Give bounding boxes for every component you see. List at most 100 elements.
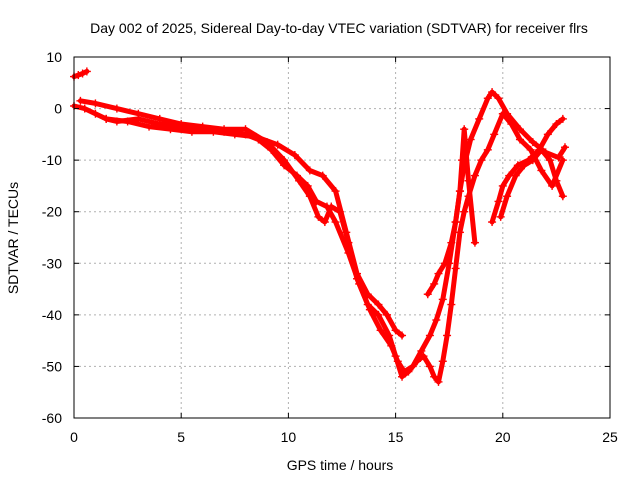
data-point	[458, 156, 467, 165]
x-tick-label: 0	[70, 429, 78, 445]
data-point	[425, 362, 434, 371]
data-point	[440, 259, 449, 268]
data-point	[496, 212, 505, 221]
data-point	[327, 202, 336, 211]
data-point	[198, 122, 207, 131]
series-arc-early-high	[70, 67, 91, 81]
data-point	[82, 67, 91, 76]
data-point	[252, 132, 261, 141]
data-point	[460, 125, 469, 134]
data-point	[430, 279, 439, 288]
x-tick-label: 15	[388, 429, 404, 445]
data-point	[280, 156, 289, 165]
data-point	[398, 372, 407, 381]
data-point	[515, 135, 524, 144]
y-tick-label: -60	[42, 410, 62, 426]
data-point	[447, 238, 456, 247]
x-tick-label: 10	[281, 429, 297, 445]
data-point	[398, 331, 407, 340]
data-point	[423, 290, 432, 299]
series-arc-2	[76, 96, 567, 386]
data-point	[552, 176, 561, 185]
data-point	[498, 181, 507, 190]
data-point	[209, 127, 218, 136]
data-point	[241, 125, 250, 134]
data-point	[331, 218, 340, 227]
data-point	[558, 192, 567, 201]
data-point	[314, 212, 323, 221]
data-point	[363, 300, 372, 309]
plot-frame	[73, 56, 611, 419]
data-point	[187, 127, 196, 136]
data-point	[425, 331, 434, 340]
data-point	[295, 176, 304, 185]
data-point	[451, 218, 460, 227]
data-point	[455, 187, 464, 196]
data-point	[490, 130, 499, 139]
data-point	[391, 326, 400, 335]
data-point	[483, 94, 492, 103]
data-point	[447, 300, 456, 309]
data-point	[155, 114, 164, 123]
data-point	[488, 218, 497, 227]
data-point	[560, 143, 569, 152]
data-point	[554, 153, 563, 162]
data-point	[558, 156, 567, 165]
data-point	[464, 176, 473, 185]
data-point	[80, 104, 89, 113]
series-arc-4	[423, 125, 479, 299]
data-point	[483, 145, 492, 154]
data-point	[434, 377, 443, 386]
data-point	[134, 109, 143, 118]
data-point	[528, 156, 537, 165]
data-point	[507, 120, 516, 129]
data-point	[112, 104, 121, 113]
data-point	[488, 88, 497, 97]
data-point	[498, 109, 507, 118]
data-point	[432, 316, 441, 325]
data-point	[374, 310, 383, 319]
data-point	[438, 295, 447, 304]
data-point	[419, 352, 428, 361]
data-point	[470, 238, 479, 247]
data-point	[290, 150, 299, 159]
data-point	[376, 326, 385, 335]
data-point	[166, 125, 175, 134]
y-tick-label: 10	[46, 49, 62, 65]
data-point	[320, 218, 329, 227]
y-tick-label: -30	[42, 255, 62, 271]
data-point	[494, 94, 503, 103]
data-point	[430, 372, 439, 381]
data-point	[434, 269, 443, 278]
series-line	[103, 116, 405, 338]
data-point	[475, 114, 484, 123]
y-tick-label: -10	[42, 152, 62, 168]
x-tick-label: 25	[602, 429, 618, 445]
data-point	[305, 166, 314, 175]
data-point	[417, 346, 426, 355]
tick-layer: 0 5 10 15 20 25 -60 -50 -40 -30 -20 -10 0 10	[42, 49, 618, 445]
chart-title: Day 002 of 2025, Sidereal Day-to-day VTE…	[90, 20, 588, 36]
data-point	[385, 331, 394, 340]
data-point	[545, 156, 554, 165]
data-point	[413, 357, 422, 366]
data-point	[443, 331, 452, 340]
data-point	[230, 130, 239, 139]
data-point	[305, 192, 314, 201]
data-point	[145, 122, 154, 131]
series-line	[71, 68, 90, 80]
data-point	[477, 156, 486, 165]
series-arc-6	[496, 145, 567, 221]
data-point	[537, 166, 546, 175]
data-point	[91, 99, 100, 108]
data-point	[78, 69, 87, 78]
data-point	[548, 181, 557, 190]
series-line	[489, 116, 566, 225]
data-point	[451, 264, 460, 273]
x-tick-label: 5	[177, 429, 185, 445]
data-point	[511, 171, 520, 180]
data-point	[331, 187, 340, 196]
data-point	[515, 125, 524, 134]
y-axis-label: SDTVAR / TECUs	[5, 182, 21, 294]
